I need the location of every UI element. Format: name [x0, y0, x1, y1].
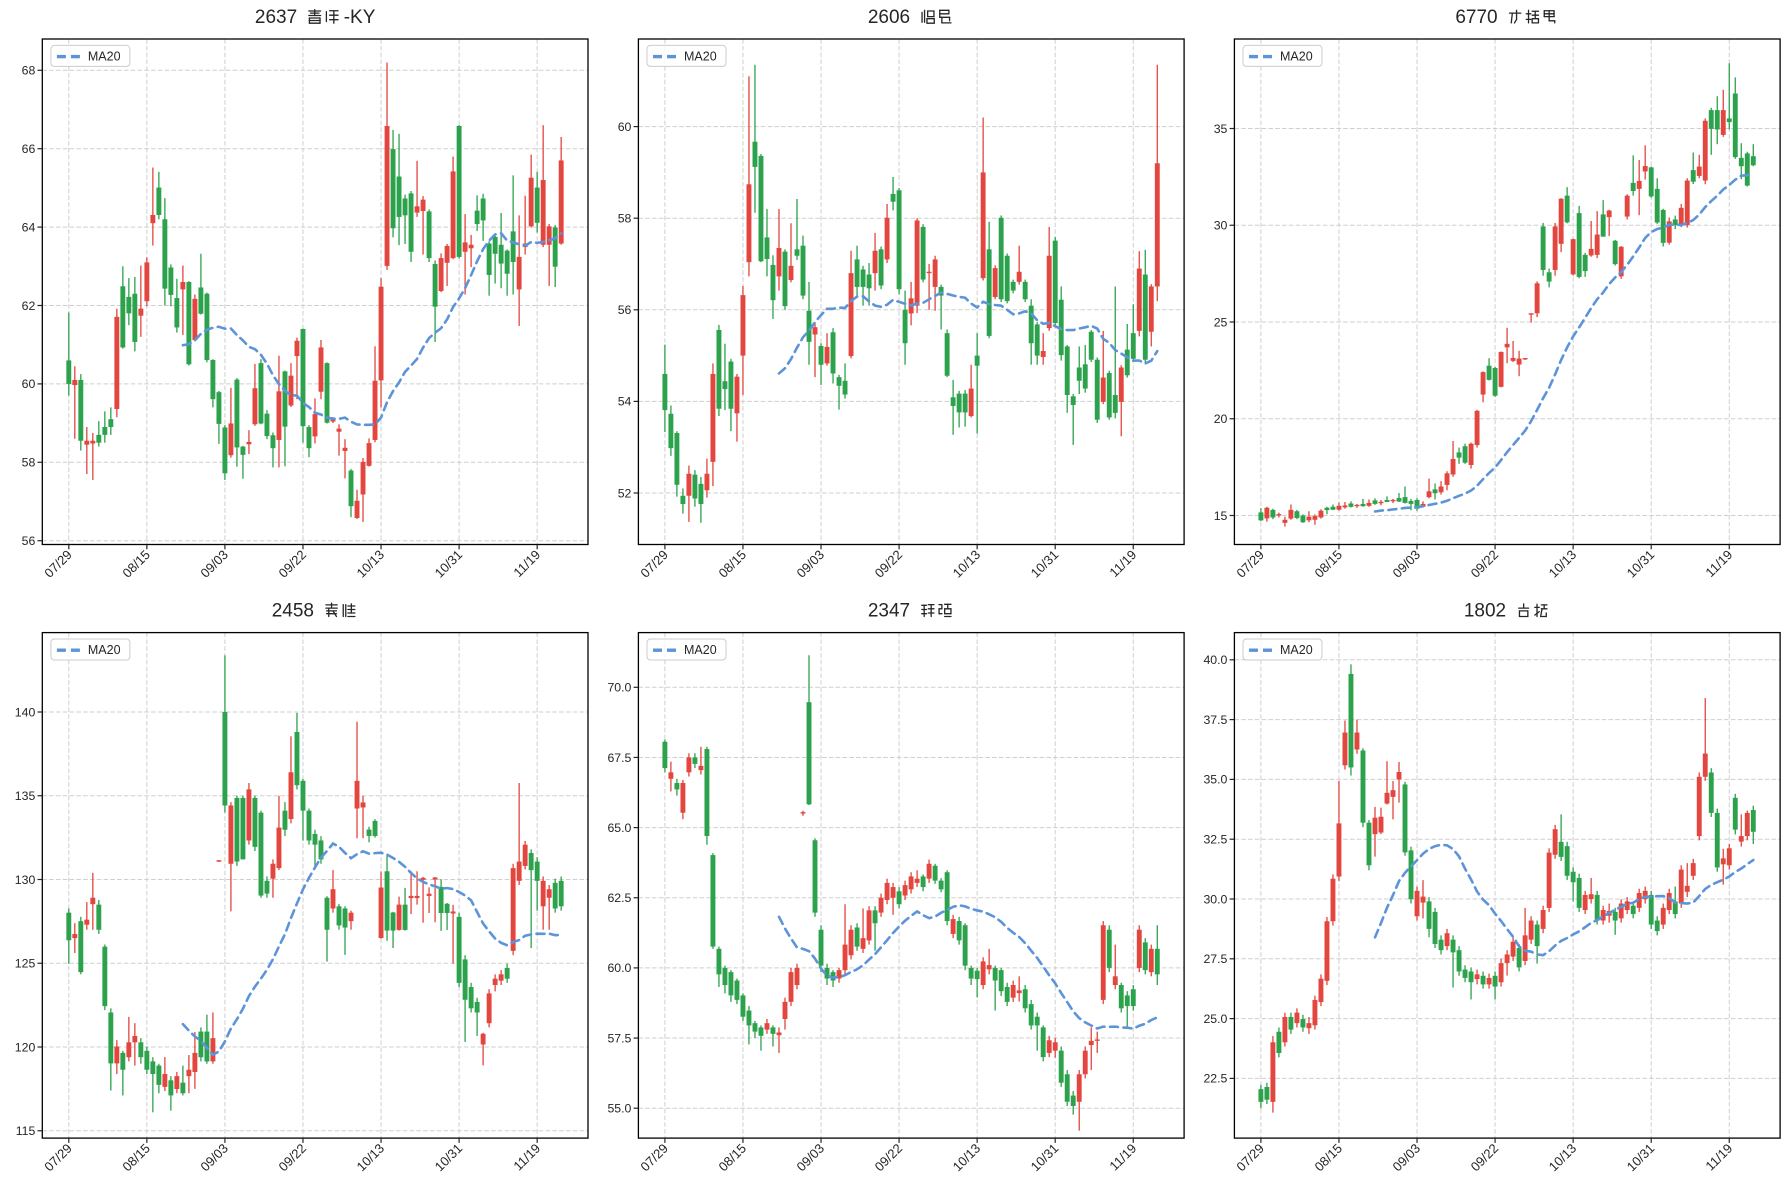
svg-text:20: 20 [1214, 412, 1228, 426]
svg-text:67.5: 67.5 [607, 751, 631, 765]
svg-text:70.0: 70.0 [607, 681, 631, 695]
svg-text:1802: 1802 [1464, 600, 1506, 621]
svg-text:-KY: -KY [344, 7, 376, 28]
svg-text:40.0: 40.0 [1203, 653, 1227, 667]
svg-text:64: 64 [22, 220, 36, 234]
svg-text:2458: 2458 [272, 600, 314, 621]
svg-text:35: 35 [1214, 122, 1228, 136]
svg-text:MA20: MA20 [684, 643, 717, 657]
svg-text:27.5: 27.5 [1203, 952, 1227, 966]
svg-text:MA20: MA20 [1280, 50, 1313, 64]
svg-text:56: 56 [618, 303, 632, 317]
svg-text:2347: 2347 [868, 600, 910, 621]
svg-text:2606: 2606 [868, 7, 910, 28]
svg-text:60: 60 [618, 120, 632, 134]
svg-text:140: 140 [15, 705, 36, 719]
svg-text:62: 62 [22, 299, 36, 313]
svg-text:55.0: 55.0 [607, 1102, 631, 1116]
svg-text:130: 130 [15, 873, 36, 887]
svg-text:30: 30 [1214, 219, 1228, 233]
svg-text:135: 135 [15, 789, 36, 803]
svg-text:125: 125 [15, 957, 36, 971]
svg-text:54: 54 [618, 395, 632, 409]
svg-text:6770: 6770 [1455, 7, 1497, 28]
svg-text:15: 15 [1214, 509, 1228, 523]
svg-text:58: 58 [22, 456, 36, 470]
svg-text:120: 120 [15, 1040, 36, 1054]
svg-text:62.5: 62.5 [607, 891, 631, 905]
svg-text:MA20: MA20 [88, 50, 121, 64]
svg-text:MA20: MA20 [88, 643, 121, 657]
svg-text:22.5: 22.5 [1203, 1072, 1227, 1086]
svg-text:66: 66 [22, 142, 36, 156]
svg-text:2637: 2637 [255, 7, 297, 28]
svg-text:35.0: 35.0 [1203, 773, 1227, 787]
svg-text:25.0: 25.0 [1203, 1012, 1227, 1026]
svg-text:68: 68 [22, 64, 36, 78]
svg-text:25: 25 [1214, 315, 1228, 329]
svg-text:52: 52 [618, 486, 632, 500]
svg-text:115: 115 [16, 1124, 36, 1138]
svg-text:56: 56 [22, 534, 36, 548]
svg-text:30.0: 30.0 [1203, 892, 1227, 906]
svg-text:65.0: 65.0 [607, 821, 631, 835]
svg-text:60: 60 [22, 377, 36, 391]
svg-text:58: 58 [618, 212, 632, 226]
svg-text:MA20: MA20 [684, 50, 717, 64]
svg-text:57.5: 57.5 [607, 1031, 631, 1045]
svg-text:MA20: MA20 [1280, 643, 1313, 657]
svg-text:37.5: 37.5 [1203, 713, 1227, 727]
svg-text:60.0: 60.0 [607, 961, 631, 975]
svg-text:32.5: 32.5 [1203, 833, 1227, 847]
